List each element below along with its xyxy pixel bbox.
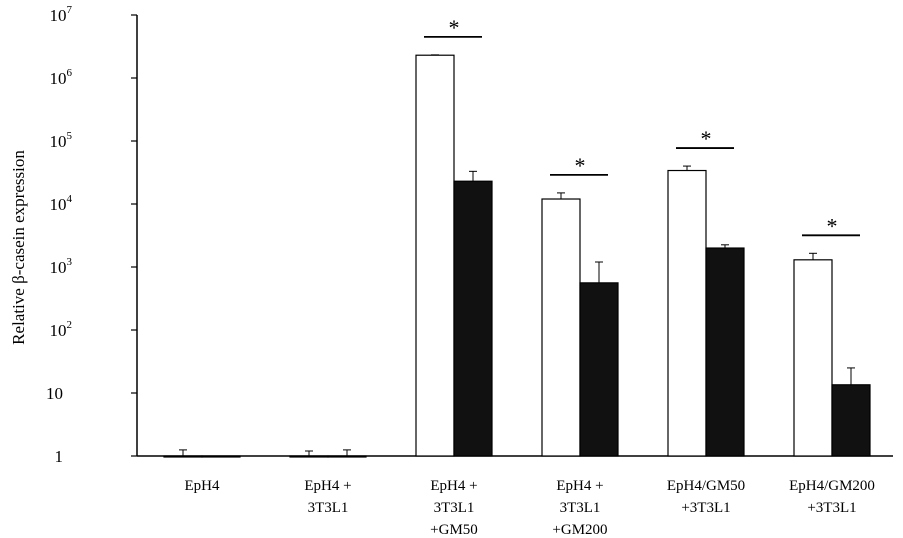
y-tick-label: 102 — [50, 319, 73, 340]
significance-star: * — [449, 15, 460, 40]
bar — [415, 54, 455, 457]
significance-star: * — [701, 126, 712, 151]
x-category-label: +3T3L1 — [681, 500, 730, 516]
bar — [289, 455, 329, 458]
bar — [667, 169, 707, 457]
y-tick-label: 10 — [46, 384, 63, 403]
bar — [705, 247, 745, 457]
bar — [163, 455, 203, 458]
x-category-label: +GM50 — [430, 522, 478, 538]
x-category-label: 3T3L1 — [308, 500, 349, 516]
x-category-label: EpH4 + — [304, 478, 351, 494]
bar — [579, 282, 619, 457]
axes — [131, 14, 893, 457]
significance-star: * — [827, 213, 838, 238]
x-category-label: EpH4 — [185, 478, 220, 494]
y-axis-label: Relative β-casein expression — [9, 150, 28, 345]
bar — [831, 384, 871, 457]
y-tick-label: 1 — [55, 447, 64, 466]
bars-group — [163, 54, 871, 458]
labels-group: 1 10 102 103 104 105 106 107 Relative β-casein e… — [9, 4, 875, 538]
bar — [793, 259, 833, 457]
significance-star: * — [575, 153, 586, 178]
x-category-label: EpH4/GM50 — [667, 478, 745, 494]
x-category-label: +3T3L1 — [807, 500, 856, 516]
x-category-label: 3T3L1 — [434, 500, 475, 516]
bar — [327, 455, 367, 458]
x-category-label: EpH4/GM200 — [789, 478, 875, 494]
y-tick-label: 107 — [50, 4, 73, 25]
x-category-label: EpH4 + — [430, 478, 477, 494]
bar — [541, 198, 581, 457]
x-category-label: 3T3L1 — [560, 500, 601, 516]
bar — [453, 180, 493, 457]
y-tick-label: 105 — [50, 130, 73, 151]
bar — [201, 455, 241, 458]
y-tick-label: 103 — [50, 256, 73, 277]
y-tick-label: 106 — [50, 67, 73, 88]
x-category-label: +GM200 — [552, 522, 607, 538]
x-category-label: EpH4 + — [556, 478, 603, 494]
y-tick-label: 104 — [50, 193, 73, 214]
